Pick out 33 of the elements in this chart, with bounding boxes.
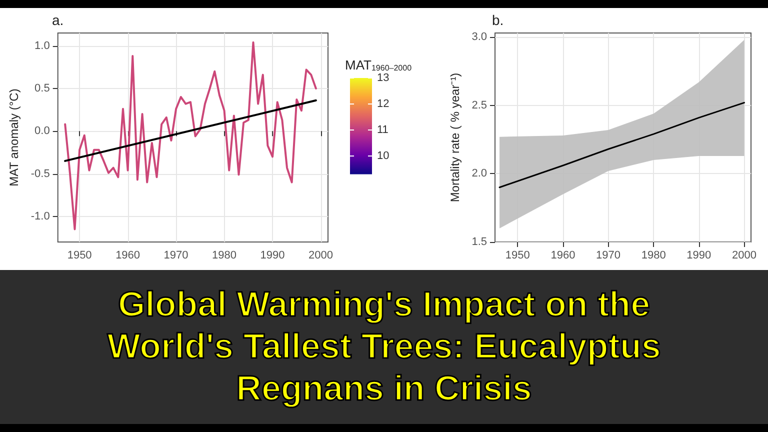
color-bar-label: 10 [377, 150, 390, 162]
y-tick-label: -1.0 [30, 210, 50, 222]
y-tick-label: 1.0 [34, 40, 50, 52]
y-tick-label: 2.5 [472, 99, 487, 112]
chart-title: a. [52, 12, 64, 28]
y-tick-label: 1.5 [472, 236, 487, 248]
line-series [498, 102, 745, 188]
x-tick-label: 1960 [550, 250, 576, 262]
x-tick-label: 1970 [596, 250, 621, 262]
x-tick-label: 2000 [308, 250, 334, 262]
color-bar-label: 13 [377, 72, 390, 84]
x-tick-label: 2000 [732, 250, 756, 262]
x-tick-label: 1990 [260, 250, 285, 262]
y-axis-title: MAT anomaly (°C) [7, 88, 21, 186]
line-series [64, 41, 317, 230]
x-tick-label: 1960 [116, 250, 140, 262]
x-tick-label: 1980 [212, 250, 237, 262]
x-tick-label: 1950 [505, 250, 530, 262]
chart-title: b. [492, 12, 504, 28]
x-tick-label: 1980 [641, 250, 666, 262]
y-axis-title: Mortality rate ( % year⁻¹) [448, 72, 462, 202]
color-bar-label: 11 [377, 124, 388, 136]
y-tick-label: -0.5 [30, 168, 50, 180]
text: Global Warming's Impact on the World's Tallest Trees: Eucalyptus Regnans in Crisis [106, 284, 662, 410]
color-bar-title: MAT1960–2000 [345, 58, 412, 72]
y-tick-label: 0.5 [34, 82, 50, 94]
y-tick-label: 3.0 [472, 31, 487, 44]
y-tick-label: 0.0 [34, 125, 50, 138]
x-tick-label: 1970 [164, 250, 188, 262]
color-bar-label: 12 [377, 98, 390, 110]
x-tick-label: 1990 [686, 250, 712, 262]
y-tick-label: 2.0 [472, 168, 487, 180]
x-tick-label: 1950 [67, 250, 92, 262]
